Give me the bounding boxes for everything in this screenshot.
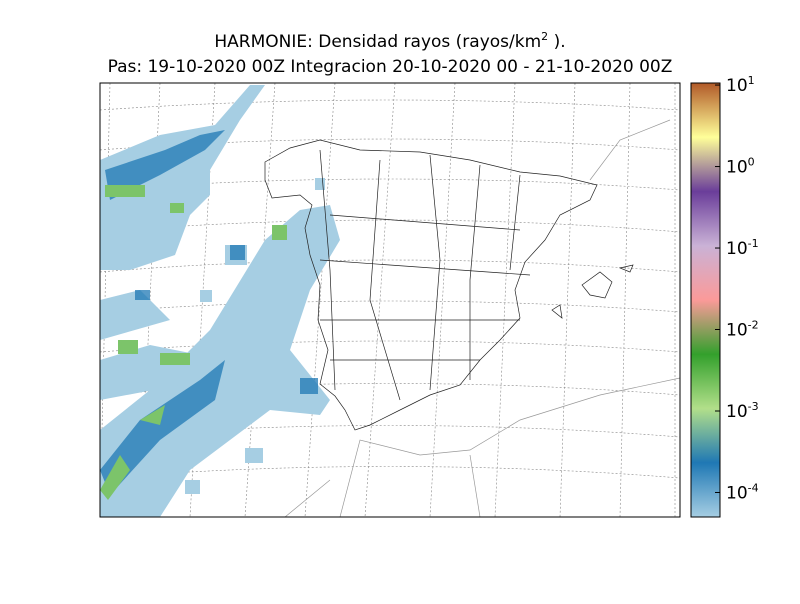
coastlines <box>264 119 680 517</box>
tick-exp: -2 <box>748 319 759 332</box>
colorbar <box>690 82 721 518</box>
tick-exp: 0 <box>748 156 755 169</box>
tick-exp: -1 <box>748 237 759 250</box>
tick-base: 10 <box>726 402 748 422</box>
tick-exp: 1 <box>748 74 755 87</box>
title-text: HARMONIE: Densidad rayos (rayos/km <box>214 32 541 52</box>
title-sup: 2 <box>541 30 548 43</box>
colorbar-tick-label: 10-4 <box>726 481 759 503</box>
colorbar-tick-label: 100 <box>726 156 755 178</box>
colorbar-tick-label: 101 <box>726 74 755 96</box>
title-end: ). <box>548 32 565 52</box>
colorbar-tick-label: 10-1 <box>726 237 759 259</box>
map <box>100 83 680 517</box>
tick-base: 10 <box>726 239 748 259</box>
tick-base: 10 <box>726 321 748 341</box>
colorbar-tick-label: 10-3 <box>726 400 759 422</box>
title: HARMONIE: Densidad rayos (rayos/km2 ). <box>214 30 565 52</box>
colorbar-tick-label: 10-2 <box>726 319 759 341</box>
tick-base: 10 <box>726 158 748 178</box>
map-frame <box>99 82 681 518</box>
tick-base: 10 <box>726 76 748 96</box>
tick-exp: -4 <box>748 481 759 494</box>
subtitle: Pas: 19-10-2020 00Z Integracion 20-10-20… <box>108 57 673 77</box>
tick-exp: -3 <box>748 400 759 413</box>
tick-base: 10 <box>726 483 748 503</box>
lightning-field <box>100 85 340 517</box>
